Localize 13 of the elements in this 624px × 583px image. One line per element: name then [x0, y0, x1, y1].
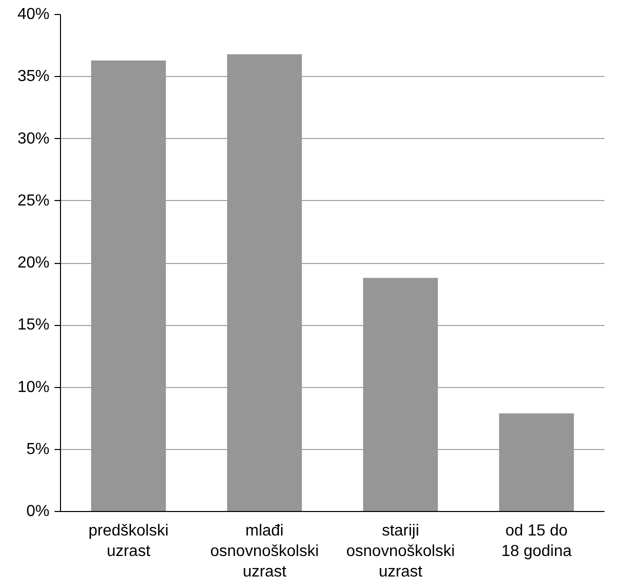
y-tick-label: 20% [17, 254, 50, 272]
y-tick-label: 35% [17, 68, 50, 86]
y-tick-label: 5% [26, 440, 50, 458]
y-tick-label: 25% [17, 192, 50, 210]
x-tick-label: stariji osnovnoškolski uzrast [346, 522, 455, 580]
x-tick-label: mlađi osnovnoškolski uzrast [210, 522, 319, 580]
y-tick-label: 40% [17, 6, 50, 23]
y-tick-label: 10% [17, 378, 50, 396]
y-tick-label: 30% [17, 130, 50, 148]
y-tick-label: 15% [17, 316, 50, 334]
x-tick-label: predškolski uzrast [88, 522, 169, 560]
x-tick-label: od 15 do 18 godina [501, 522, 572, 560]
y-tick-label: 0% [26, 503, 50, 520]
